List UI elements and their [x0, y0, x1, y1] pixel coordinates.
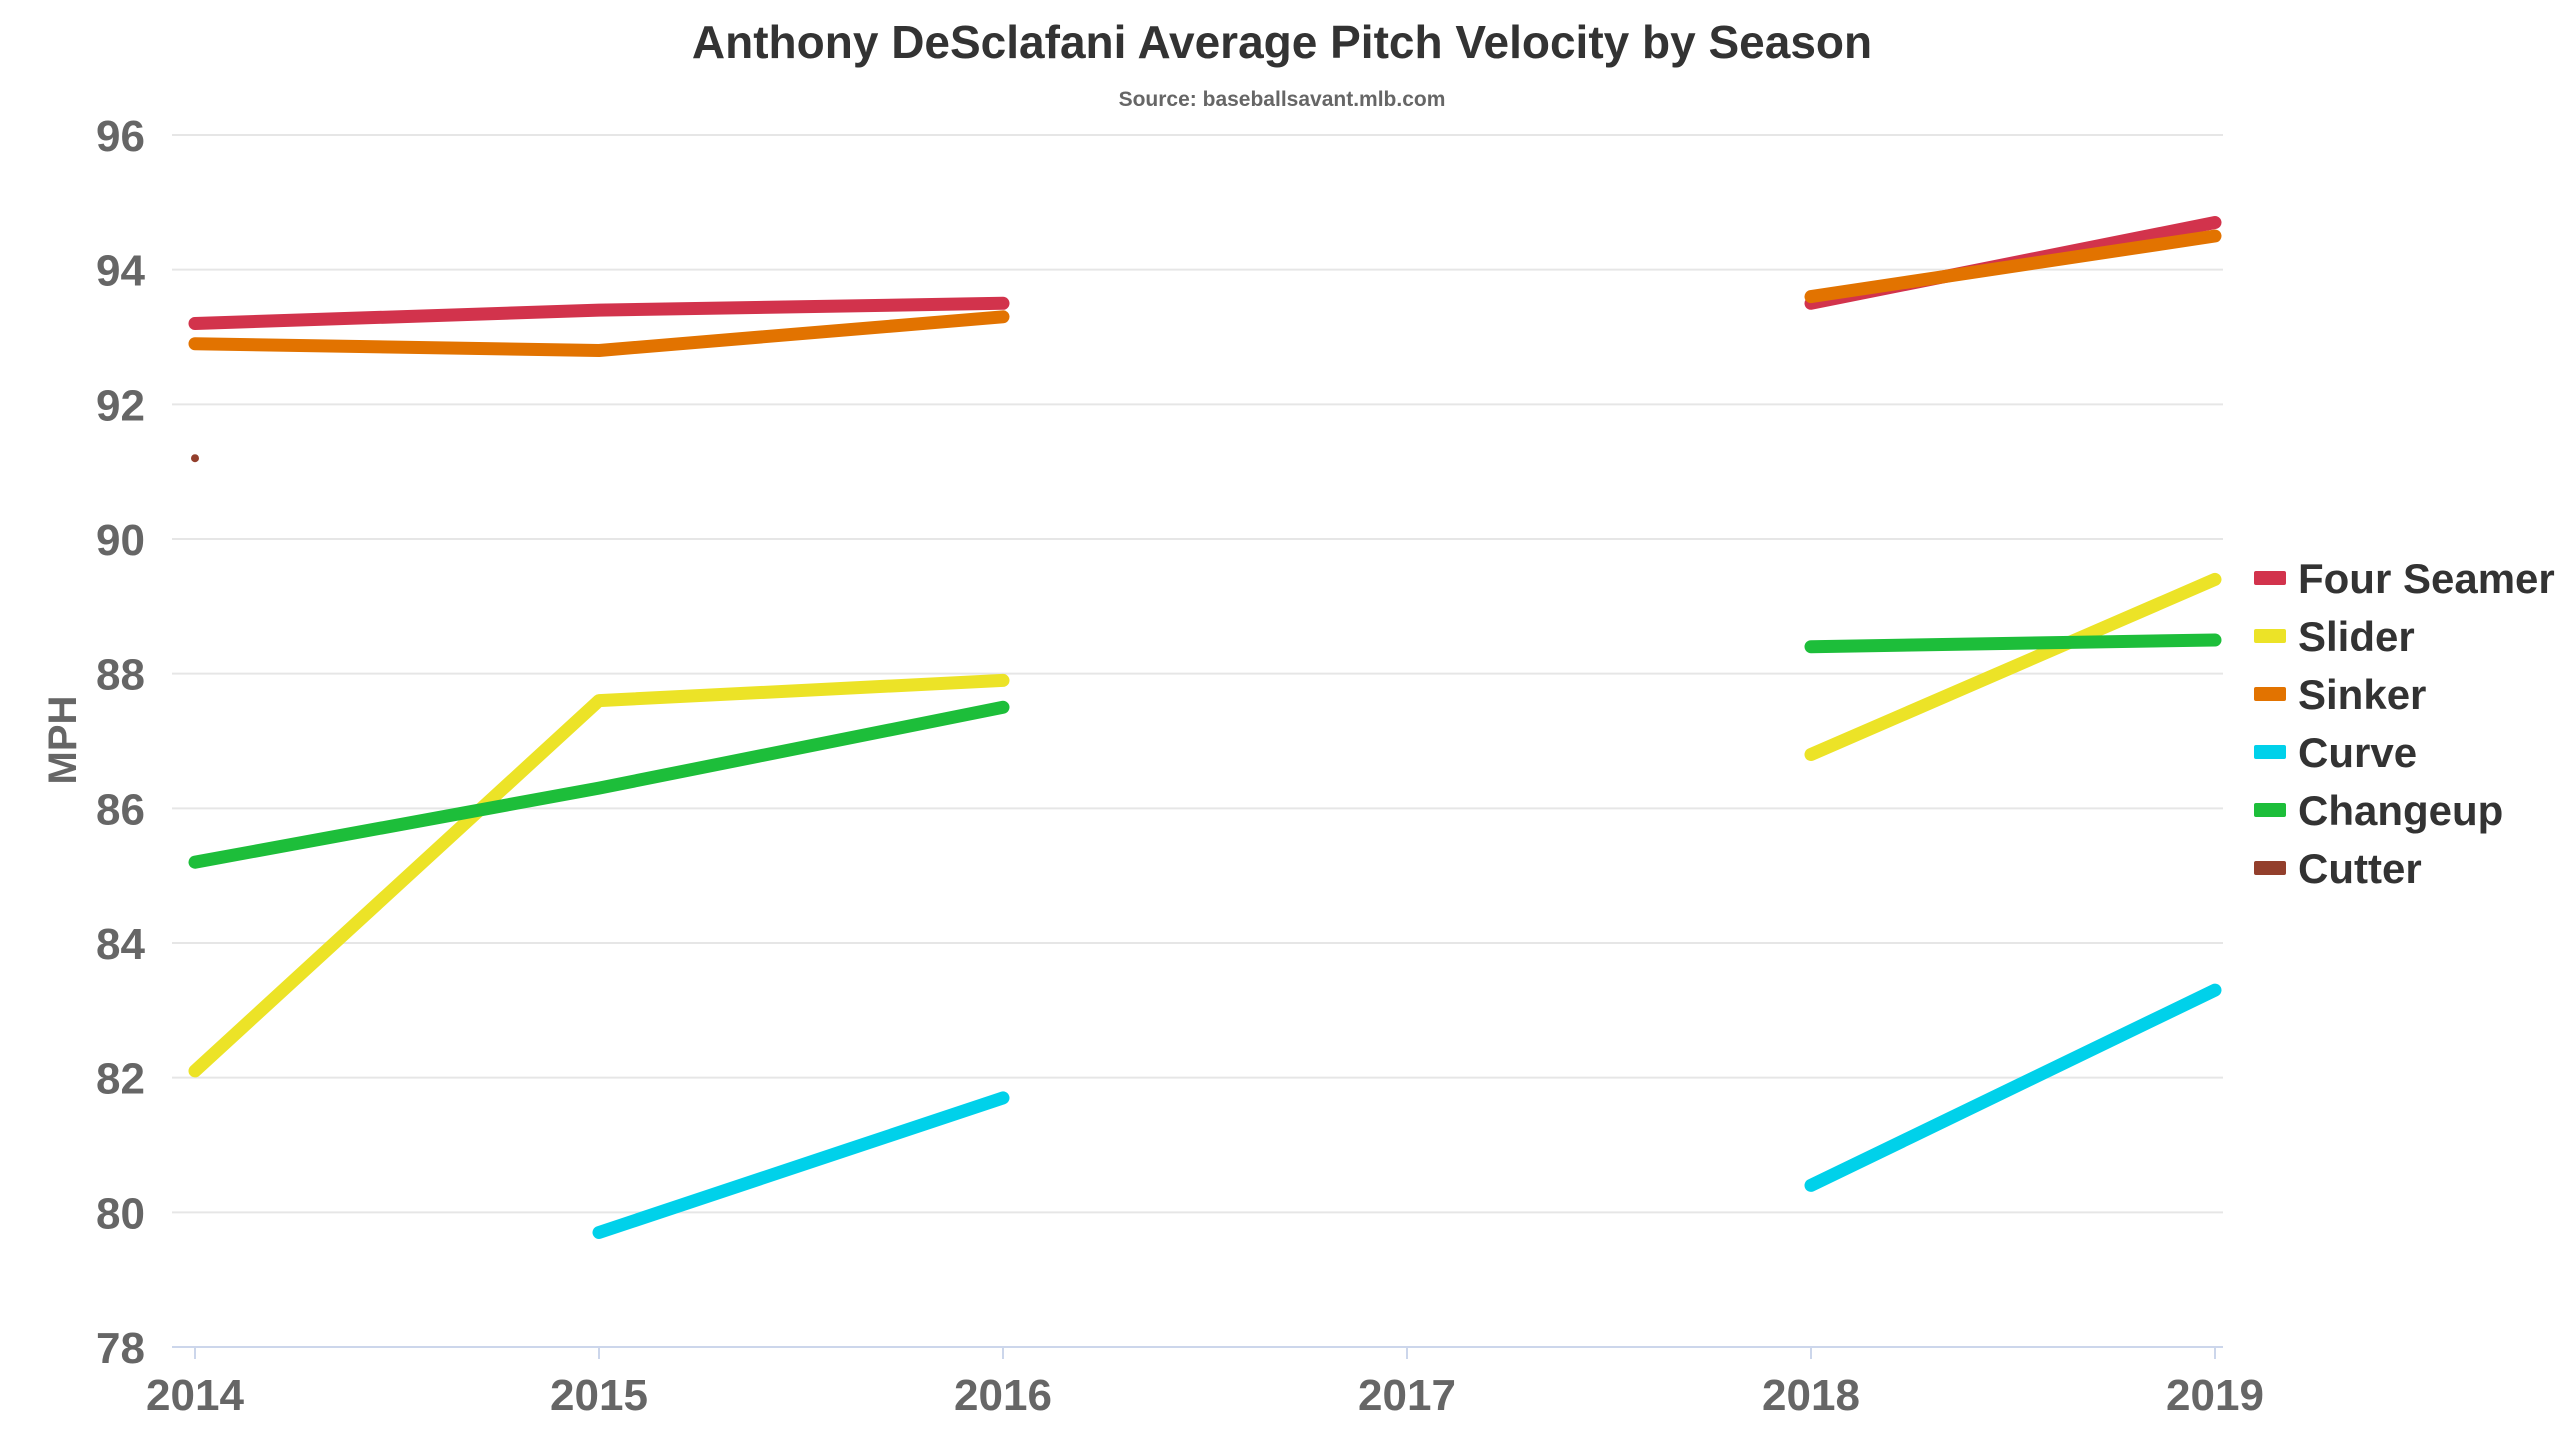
- y-tick-label: 96: [96, 112, 145, 161]
- x-axis: 2014 2015 2016 2017 2018 2019: [146, 1346, 2264, 1420]
- legend-item[interactable]: Slider: [2254, 613, 2415, 660]
- legend-item[interactable]: Sinker: [2254, 671, 2426, 718]
- y-tick-label: 80: [96, 1189, 145, 1238]
- y-tick-label: 78: [96, 1324, 145, 1373]
- series-line: [1804, 572, 2222, 761]
- series-slider: [188, 572, 2222, 1078]
- gridlines: [172, 134, 2223, 1214]
- legend-item[interactable]: Curve: [2254, 729, 2417, 776]
- series-curve: [592, 983, 2222, 1239]
- series-line: [1804, 229, 2222, 304]
- series-line: [188, 310, 1010, 357]
- legend-swatch: [2254, 629, 2286, 643]
- x-tick-label: 2015: [550, 1371, 648, 1420]
- legend-label: Cutter: [2298, 845, 2422, 892]
- legend-swatch: [2254, 803, 2286, 817]
- series-sinker: [188, 229, 2222, 357]
- series-line: [1804, 983, 2222, 1192]
- legend-item[interactable]: Cutter: [2254, 845, 2422, 892]
- y-tick-label: 94: [96, 247, 145, 296]
- legend-label: Changeup: [2298, 787, 2503, 834]
- legend-item[interactable]: Four Seamer: [2254, 555, 2555, 602]
- chart-title: Anthony DeSclafani Average Pitch Velocit…: [692, 16, 1872, 68]
- y-axis: 78 80 82 84 86 88 90 92 94 96: [96, 112, 145, 1373]
- legend-item[interactable]: Changeup: [2254, 787, 2503, 834]
- y-tick-label: 90: [96, 516, 145, 565]
- series-changeup: [188, 633, 2222, 869]
- legend-swatch: [2254, 861, 2286, 875]
- series-four-seamer: [188, 216, 2222, 330]
- legend-swatch: [2254, 745, 2286, 759]
- x-tick-label: 2018: [1762, 1371, 1860, 1420]
- chart-subtitle: Source: baseballsavant.mlb.com: [1119, 88, 1446, 111]
- x-tick-label: 2016: [954, 1371, 1052, 1420]
- y-tick-label: 88: [96, 651, 145, 700]
- series-line: [188, 296, 1010, 330]
- series-cutter: [191, 454, 199, 463]
- y-tick-label: 84: [96, 920, 145, 969]
- series-line: [188, 673, 1010, 1078]
- y-axis-title: MPH: [41, 696, 85, 785]
- legend-swatch: [2254, 571, 2286, 585]
- y-tick-label: 92: [96, 381, 145, 430]
- y-tick-label: 82: [96, 1055, 145, 1104]
- legend-swatch: [2254, 687, 2286, 701]
- series-line: [1804, 633, 2222, 654]
- x-tick-label: 2014: [146, 1371, 244, 1420]
- series-line: [592, 1091, 1010, 1239]
- series-point: [191, 454, 199, 463]
- legend: Four Seamer Slider Sinker Curve Changeup Cutt…: [2254, 555, 2555, 892]
- x-tick-label: 2017: [1358, 1371, 1456, 1420]
- legend-label: Sinker: [2298, 671, 2426, 718]
- legend-label: Four Seamer: [2298, 555, 2555, 602]
- x-tick-label: 2019: [2166, 1371, 2264, 1420]
- legend-label: Slider: [2298, 613, 2415, 660]
- legend-label: Curve: [2298, 729, 2417, 776]
- series-lines: [188, 216, 2222, 1239]
- y-tick-label: 86: [96, 785, 145, 834]
- series-line: [188, 700, 1010, 869]
